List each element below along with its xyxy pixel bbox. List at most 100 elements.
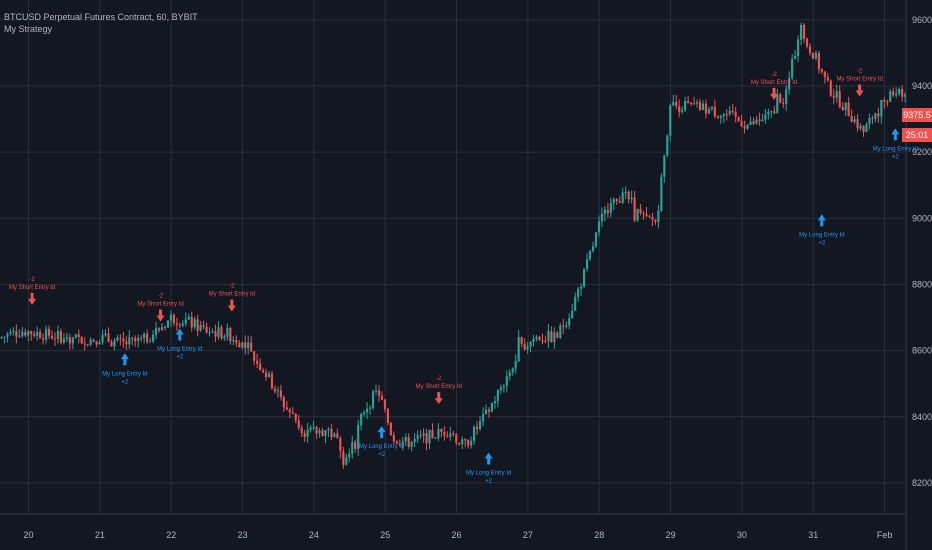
candle-body: [50, 335, 54, 339]
candle-body: [895, 93, 898, 96]
candle-body: [181, 323, 184, 326]
candle-body: [642, 212, 645, 214]
time-axis[interactable]: 20 21 22 23 24 25 26 27 28 29 30 31 Feb: [24, 530, 893, 540]
candle-body: [618, 201, 621, 203]
bar-countdown-tag: 25:01: [902, 128, 932, 142]
candle-body: [398, 443, 401, 445]
candle-body: [410, 441, 413, 448]
candle-body: [312, 427, 315, 429]
candle-body: [259, 363, 262, 371]
candle-body: [339, 438, 342, 452]
candle-body: [440, 429, 443, 433]
candle-body: [871, 117, 874, 120]
price-tick-label: 8800.0: [912, 279, 932, 289]
candle-body: [701, 103, 705, 110]
time-tick-label: 23: [238, 530, 248, 540]
candle-body: [568, 318, 571, 326]
candle-body: [672, 101, 675, 106]
candle-body: [416, 435, 419, 439]
short-entry-arrow-icon: [855, 84, 864, 97]
long-entry-label: My Long Entry Id: [466, 471, 511, 477]
long-entry-arrow-icon: [120, 353, 129, 366]
candle-body: [140, 337, 143, 339]
candle-body: [443, 432, 446, 436]
candle-body: [648, 216, 651, 218]
candle-body: [348, 453, 351, 458]
candle-body: [538, 336, 541, 341]
candle-body: [740, 121, 743, 127]
candle-body: [565, 325, 568, 327]
study-title[interactable]: My Strategy: [4, 24, 53, 34]
candle-body: [404, 437, 407, 442]
candle-body: [788, 78, 791, 90]
price-axis[interactable]: 8200.0 8400.0 8600.0 8800.0 9000.0 9200.0 9400…: [912, 15, 932, 488]
candle-body: [30, 331, 33, 335]
candle-body: [553, 332, 556, 343]
time-tick-label: 22: [166, 530, 176, 540]
candle-body: [149, 341, 152, 343]
candle-body: [53, 338, 57, 340]
candle-body: [835, 91, 838, 98]
candle-body: [805, 38, 809, 47]
candle-body: [244, 342, 247, 349]
time-tick-label: Feb: [877, 530, 893, 540]
candle-body: [110, 341, 113, 347]
candle-body: [324, 430, 327, 436]
candle-body: [374, 390, 378, 392]
chart-grid: [0, 0, 906, 514]
candle-body: [761, 119, 764, 122]
candle-body: [68, 337, 71, 344]
candle-body: [65, 337, 68, 339]
candle-body: [580, 286, 583, 289]
short-entry-arrow-icon: [227, 299, 236, 312]
candle-body: [80, 337, 83, 344]
candle-body: [886, 101, 889, 103]
short-entry-qty: -2: [436, 376, 442, 382]
candle-body: [6, 333, 9, 337]
candle-body: [868, 117, 871, 125]
short-entry-arrow-icon: [28, 292, 37, 305]
candle-body: [357, 425, 360, 450]
candle-body: [490, 403, 494, 412]
candle-body: [157, 328, 161, 331]
candle-body: [880, 99, 883, 117]
candle-body: [122, 338, 125, 342]
candle-body: [291, 412, 294, 414]
candle-body: [235, 339, 238, 344]
time-tick-label: 30: [737, 530, 747, 540]
candle-body: [600, 213, 603, 222]
candle-body: [267, 373, 271, 378]
candle-body: [794, 55, 797, 59]
candle-body: [535, 336, 538, 339]
candle-body: [223, 336, 226, 339]
candle-body: [621, 192, 624, 203]
candle-body: [514, 361, 517, 369]
price-tick-label: 9400.0: [912, 81, 932, 91]
candle-body: [571, 310, 574, 319]
long-entry-qty: +2: [121, 379, 129, 385]
candle-body: [294, 413, 297, 421]
candle-body: [487, 409, 491, 412]
candle-body: [636, 208, 639, 221]
candle-body: [282, 397, 285, 408]
candle-body: [172, 314, 175, 324]
candle-body: [841, 107, 844, 111]
candle-body: [532, 338, 535, 342]
candle-body: [137, 337, 140, 342]
candle-body: [446, 435, 449, 437]
candle-body: [36, 331, 39, 337]
candle-body: [645, 213, 648, 217]
candle-body: [541, 340, 544, 342]
candle-body: [428, 430, 431, 444]
candle-body: [461, 439, 464, 445]
candle-body: [690, 102, 693, 104]
long-entry-arrow-icon: [484, 452, 493, 465]
candle-body: [526, 346, 529, 350]
symbol-title[interactable]: BTCUSD Perpetual Futures Contract, 60, B…: [4, 12, 198, 22]
candle-body: [695, 102, 699, 104]
candle-body: [250, 342, 253, 352]
candle-body: [131, 337, 134, 339]
candle-body: [499, 387, 502, 391]
candle-body: [196, 319, 199, 331]
